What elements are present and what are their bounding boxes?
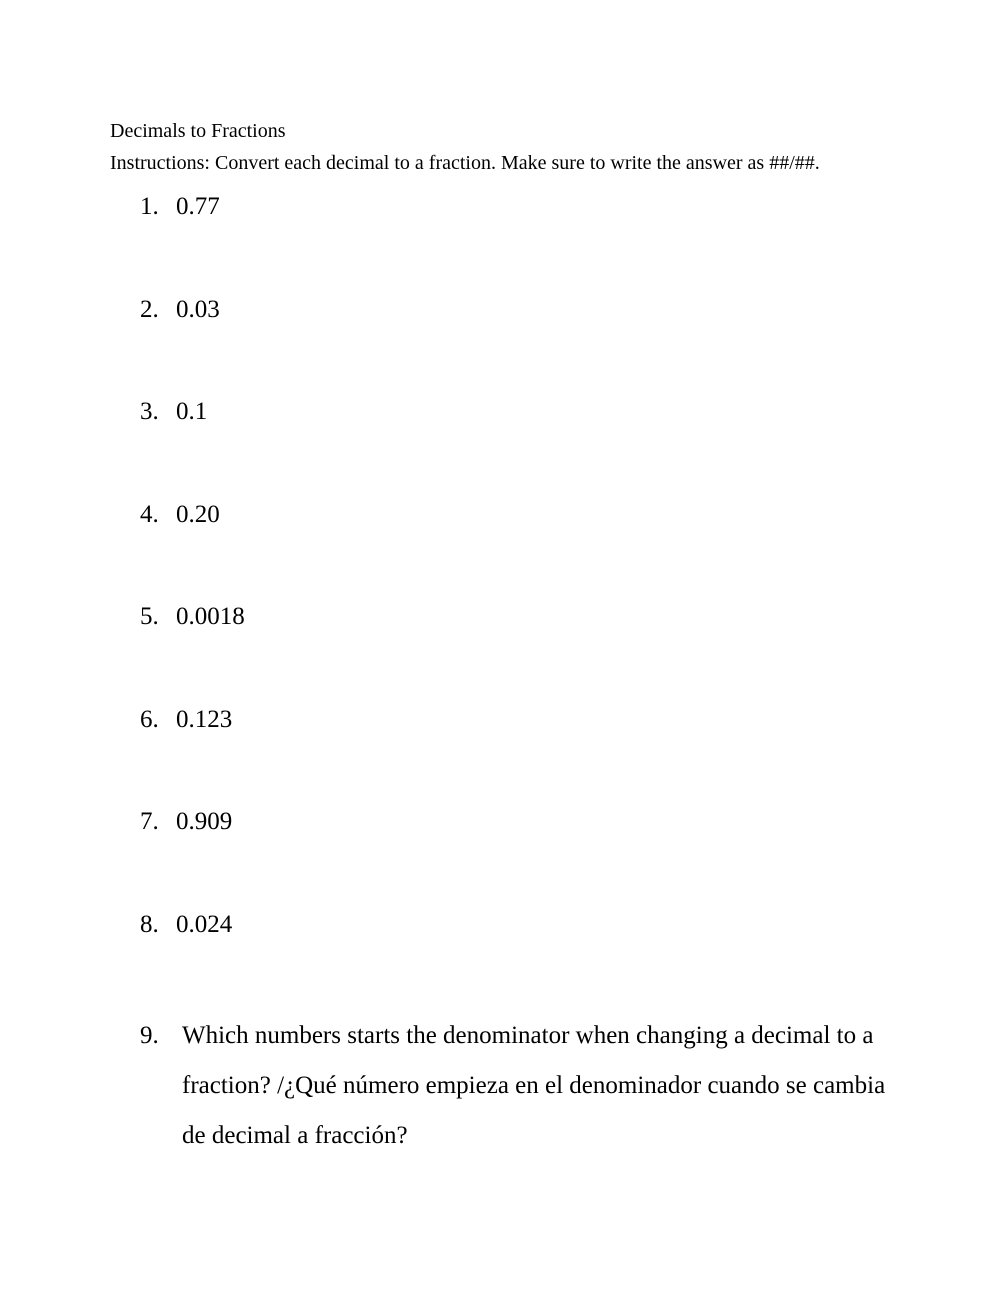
question-item: 9. Which numbers starts the denominator … bbox=[140, 1011, 890, 1161]
item-value: 0.123 bbox=[170, 704, 232, 737]
item-value: 0.03 bbox=[170, 294, 220, 327]
item-value: 0.1 bbox=[170, 396, 207, 429]
item-value: 0.909 bbox=[170, 806, 232, 839]
list-item: 1. 0.77 bbox=[140, 191, 890, 224]
item-number: 5. bbox=[140, 601, 170, 634]
item-value: 0.0018 bbox=[170, 601, 245, 634]
item-number: 1. bbox=[140, 191, 170, 224]
item-value: 0.20 bbox=[170, 499, 220, 532]
item-number: 7. bbox=[140, 806, 170, 839]
question-text: Which numbers starts the denominator whe… bbox=[170, 1011, 890, 1161]
list-item: 7. 0.909 bbox=[140, 806, 890, 839]
item-value: 0.77 bbox=[170, 191, 220, 224]
list-item: 3. 0.1 bbox=[140, 396, 890, 429]
item-value: 0.024 bbox=[170, 909, 232, 942]
list-item: 5. 0.0018 bbox=[140, 601, 890, 634]
list-item: 6. 0.123 bbox=[140, 704, 890, 737]
item-number: 4. bbox=[140, 499, 170, 532]
item-number: 6. bbox=[140, 704, 170, 737]
list-item: 8. 0.024 bbox=[140, 909, 890, 942]
list-item: 4. 0.20 bbox=[140, 499, 890, 532]
item-number: 9. bbox=[140, 1011, 170, 1161]
item-number: 8. bbox=[140, 909, 170, 942]
instructions-text: Instructions: Convert each decimal to a … bbox=[110, 147, 890, 179]
item-number: 3. bbox=[140, 396, 170, 429]
list-item: 2. 0.03 bbox=[140, 294, 890, 327]
items-list: 1. 0.77 2. 0.03 3. 0.1 4. 0.20 5. 0.0018… bbox=[110, 191, 890, 1161]
page-title: Decimals to Fractions bbox=[110, 115, 890, 147]
item-number: 2. bbox=[140, 294, 170, 327]
